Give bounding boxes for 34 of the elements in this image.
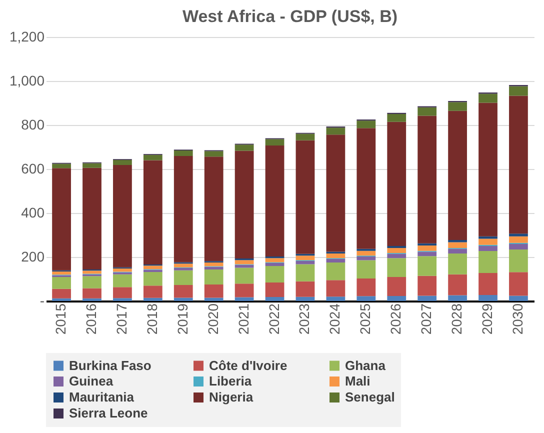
legend-label: Senegal xyxy=(345,390,395,404)
legend-label: Liberia xyxy=(209,374,252,388)
x-tick-label: 2020 xyxy=(204,303,221,335)
y-tick-label: 1,200 xyxy=(9,28,45,44)
x-tick-label: 2019 xyxy=(174,303,190,335)
x-tick-label: 2023 xyxy=(296,303,312,335)
legend-label: Mali xyxy=(345,374,370,388)
y-tick-label: 600 xyxy=(21,160,45,176)
x-tick-label: 2018 xyxy=(144,303,160,335)
y-tick-label: - xyxy=(40,292,45,308)
x-tick-label: 2028 xyxy=(448,303,465,335)
legend-label: Mauritania xyxy=(69,390,135,404)
legend-label: Guinea xyxy=(69,374,114,388)
x-tick-label: 2029 xyxy=(479,303,496,335)
legend-label: Sierra Leone xyxy=(69,406,148,420)
x-tick-label: 2024 xyxy=(326,303,343,335)
legend-label: Côte d'Ivoire xyxy=(209,358,288,373)
x-tick-label: 2025 xyxy=(357,303,374,335)
x-tick-label: 2021 xyxy=(235,303,252,335)
x-tick-label: 2022 xyxy=(266,303,282,335)
x-tick-label: 2030 xyxy=(509,303,526,335)
y-tick-label: 1,000 xyxy=(9,72,45,88)
chart-title: West Africa - GDP (US$, B) xyxy=(182,7,398,26)
y-tick-label: 800 xyxy=(21,116,45,132)
x-tick-label: 2027 xyxy=(418,303,434,335)
y-tick-label: 400 xyxy=(21,204,45,220)
legend-label: Nigeria xyxy=(209,390,254,404)
x-tick-label: 2026 xyxy=(388,303,404,335)
x-tick-label: 2017 xyxy=(113,303,130,335)
legend-label: Ghana xyxy=(345,358,386,373)
x-tick-label: 2015 xyxy=(52,303,69,335)
x-tick-label: 2016 xyxy=(82,303,99,335)
legend-label: Burkina Faso xyxy=(69,358,152,373)
y-tick-label: 200 xyxy=(21,248,45,264)
